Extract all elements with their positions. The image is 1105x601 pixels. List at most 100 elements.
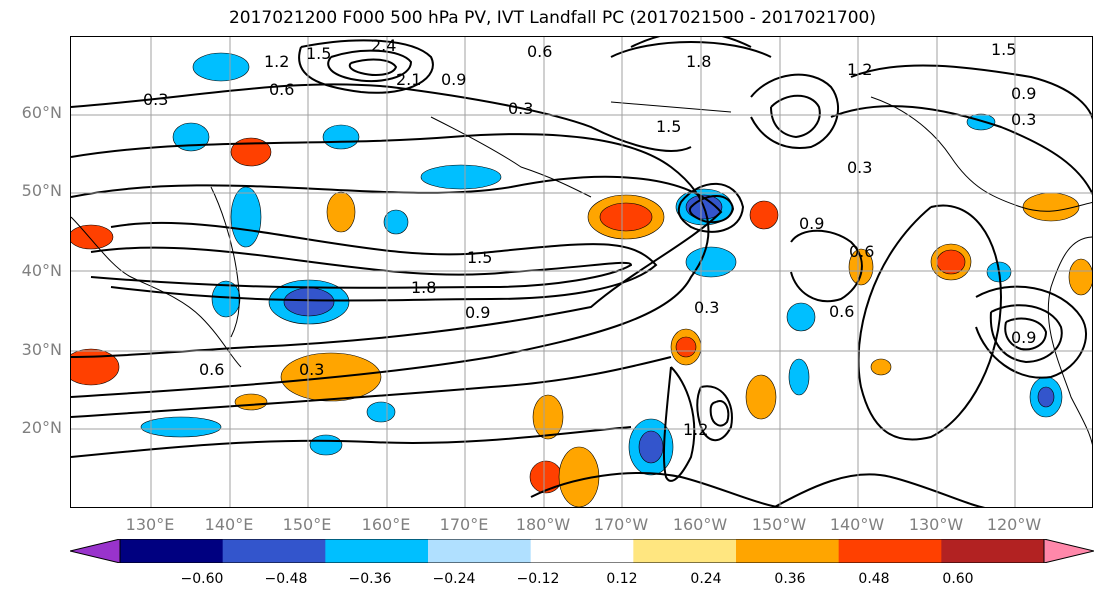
ivt-contours: [71, 37, 1092, 507]
colorbar-segment: [941, 539, 1045, 563]
contour-label: 0.3: [143, 90, 168, 109]
anomaly-patch: [870, 358, 892, 376]
map-canvas: 0.3 0.6 0.9 1.2 1.5 1.8 2.1 2.4 0.9 1.5 …: [71, 37, 1092, 507]
contour-label: 0.6: [527, 42, 552, 61]
lat-label: 30°N: [21, 340, 62, 359]
anomaly-patch: [966, 113, 996, 131]
anomaly-patch: [230, 186, 262, 248]
lon-label: 140°E: [204, 515, 254, 534]
colorbar-segment: [222, 539, 326, 563]
anomaly-patch: [230, 137, 272, 167]
lat-label: 40°N: [21, 261, 62, 280]
contour-label: 1.5: [991, 40, 1016, 59]
shaded-anomalies: [71, 52, 1092, 507]
contour-label: 0.3: [694, 298, 719, 317]
colorbar-extend-right: [1044, 539, 1094, 563]
colorbar-tick: −0.24: [432, 571, 476, 587]
lon-label: 130°E: [125, 515, 175, 534]
lon-label: 120°W: [986, 515, 1042, 534]
lon-label: 160°W: [672, 515, 728, 534]
contour-label: 1.2: [264, 52, 289, 71]
colorbar-segment: [838, 539, 942, 563]
anomaly-patch: [749, 200, 779, 230]
contour-label: 1.5: [467, 248, 492, 267]
anomaly-patch: [532, 394, 564, 440]
contour-label: 0.3: [847, 158, 872, 177]
colorbar-segment: [120, 539, 224, 563]
colorbar-tick: 0.60: [942, 571, 974, 587]
contour-label: 0.9: [1011, 84, 1036, 103]
contour-label: 1.2: [847, 60, 872, 79]
colorbar-tick: 0.36: [774, 571, 806, 587]
colorbar-tick: 0.24: [690, 571, 722, 587]
contour-label: 0.9: [1011, 328, 1036, 347]
anomaly-patch: [638, 430, 664, 464]
contour-label: 2.4: [371, 37, 396, 55]
anomaly-patch: [234, 393, 268, 411]
anomaly-patch: [599, 202, 653, 232]
anomaly-patch: [1037, 386, 1055, 408]
anomaly-patch: [322, 124, 360, 150]
lon-label: 180°W: [515, 515, 571, 534]
lon-label: 150°E: [282, 515, 332, 534]
contour-label: 0.3: [1011, 110, 1036, 129]
colorbar-segment: [325, 539, 429, 563]
colorbar: [70, 539, 1094, 563]
contour-label: 0.9: [441, 70, 466, 89]
contour-label: 1.8: [686, 52, 711, 71]
anomaly-patch: [745, 374, 777, 420]
colorbar-segment: [428, 539, 532, 563]
anomaly-patch: [71, 224, 114, 250]
colorbar-segment: [530, 539, 634, 563]
contour-label: 1.5: [306, 44, 331, 63]
anomaly-patch: [1068, 258, 1092, 296]
anomaly-patch: [366, 401, 396, 423]
anomaly-patch: [420, 164, 502, 190]
contour-label: 0.9: [799, 214, 824, 233]
colorbar-tick: −0.12: [516, 571, 560, 587]
contour-label: 1.8: [411, 278, 436, 297]
anomaly-patch: [326, 191, 356, 233]
contour-label: 1.2: [683, 420, 708, 439]
contour-label: 1.5: [656, 117, 681, 136]
contour-label: 0.6: [829, 302, 854, 321]
lon-label: 170°E: [439, 515, 489, 534]
colorbar-extend-left: [70, 539, 120, 563]
contour-labels: 0.3 0.6 0.9 1.2 1.5 1.8 2.1 2.4 0.9 1.5 …: [143, 37, 1036, 439]
lon-label: 150°W: [751, 515, 807, 534]
lat-label: 50°N: [21, 181, 62, 200]
anomaly-patch: [140, 416, 222, 438]
anomaly-patch: [529, 460, 563, 494]
map-title: 2017021200 F000 500 hPa PV, IVT Landfall…: [228, 8, 876, 28]
contour-label: 0.3: [508, 99, 533, 118]
anomaly-patch: [786, 302, 816, 332]
colorbar-segment: [736, 539, 840, 563]
lat-label: 20°N: [21, 418, 62, 437]
contour-label: 0.6: [269, 80, 294, 99]
coastlines: [71, 96, 1092, 446]
anomaly-patch: [936, 249, 966, 275]
anomaly-patch: [71, 348, 120, 386]
anomaly-patch: [685, 246, 737, 278]
lat-label: 60°N: [21, 103, 62, 122]
contour-label: 0.6: [199, 360, 224, 379]
colorbar-tick: −0.36: [348, 571, 392, 587]
lon-label: 170°W: [593, 515, 649, 534]
anomaly-patch: [283, 287, 335, 317]
anomaly-patch: [788, 358, 810, 396]
anomaly-patch: [1022, 192, 1080, 222]
lon-label: 130°W: [908, 515, 964, 534]
lon-label: 160°E: [361, 515, 411, 534]
lon-label: 140°W: [829, 515, 885, 534]
colorbar-tick: 0.12: [606, 571, 638, 587]
anomaly-patch: [192, 52, 250, 82]
contour-label: 2.1: [396, 70, 421, 89]
map-panel: 0.3 0.6 0.9 1.2 1.5 1.8 2.1 2.4 0.9 1.5 …: [70, 36, 1093, 508]
contour-label: 0.9: [465, 303, 490, 322]
anomaly-patch: [383, 209, 409, 235]
colorbar-tick: −0.60: [180, 571, 224, 587]
colorbar-segments: [70, 539, 1094, 563]
contour-label: 0.3: [299, 360, 324, 379]
colorbar-segment: [633, 539, 737, 563]
colorbar-tick: 0.48: [858, 571, 890, 587]
